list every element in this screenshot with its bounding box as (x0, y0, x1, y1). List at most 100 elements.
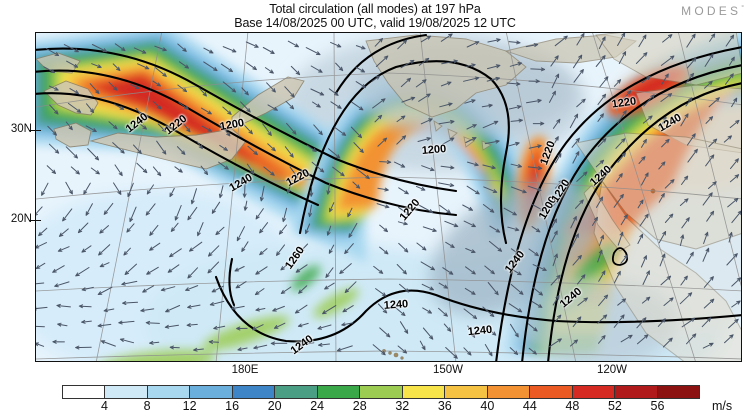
wind-arrow (441, 59, 458, 65)
wind-arrow (635, 52, 648, 64)
wind-arrow (379, 327, 391, 338)
wind-arrow (375, 55, 389, 67)
wind-arrow (308, 204, 312, 218)
colorbar-cell-9[interactable] (445, 386, 488, 398)
wind-arrow (196, 141, 203, 150)
colorbar-cell-7[interactable] (360, 386, 403, 398)
wind-arrow (420, 35, 432, 43)
wind-arrow (570, 233, 579, 249)
wind-arrow (551, 73, 560, 89)
wind-arrow (658, 193, 665, 203)
wind-arrow (99, 262, 110, 268)
colorbar[interactable] (62, 385, 700, 399)
wind-arrow (263, 166, 275, 176)
wind-arrow (555, 153, 562, 164)
wind-arrow (255, 307, 266, 312)
wind-arrow (78, 304, 92, 309)
colorbar-cell-12[interactable] (572, 386, 616, 398)
wind-arrow (640, 255, 647, 268)
wind-arrow (702, 192, 713, 206)
wind-arrow (67, 102, 82, 113)
wind-arrow (81, 286, 94, 292)
wind-arrow (69, 88, 79, 95)
wind-arrow (662, 337, 673, 348)
colorbar-cell-14[interactable] (657, 386, 700, 398)
wind-arrow (661, 73, 669, 85)
wind-arrow (596, 196, 604, 208)
wind-arrow (177, 84, 188, 93)
wind-arrow (570, 216, 577, 229)
wind-arrow (552, 295, 560, 306)
wind-arrow (136, 120, 147, 130)
colorbar-cell-6[interactable] (317, 386, 361, 398)
wind-arrow (47, 125, 57, 136)
wind-arrow (65, 146, 78, 159)
wind-arrow (506, 81, 521, 86)
wind-arrow (681, 317, 696, 328)
wind-arrow (686, 333, 697, 345)
wind-arrow (190, 188, 197, 205)
wind-arrow (398, 242, 409, 253)
colorbar-cell-11[interactable] (530, 386, 573, 398)
wind-arrow (396, 115, 406, 123)
wind-arrow (374, 38, 383, 47)
wind-arrow (259, 222, 269, 234)
wind-arrow (728, 318, 739, 329)
wind-arrow (241, 241, 249, 252)
wind-arrow (140, 308, 155, 313)
colorbar-cell-10[interactable] (487, 386, 531, 398)
colorbar-cell-13[interactable] (615, 386, 658, 398)
colorbar-cell-2[interactable] (147, 386, 191, 398)
colorbar-cell-4[interactable] (232, 386, 276, 398)
wind-arrow (617, 152, 626, 163)
wind-arrow (440, 81, 452, 87)
wind-arrow (481, 103, 493, 108)
colorbar-cell-1[interactable] (105, 386, 148, 398)
wind-arrow (247, 145, 258, 156)
wind-arrow (36, 325, 45, 328)
wind-arrow (532, 286, 543, 296)
wind-arrow (487, 282, 499, 296)
wind-arrow (83, 182, 91, 195)
wind-arrow (680, 113, 689, 127)
map-plot-area[interactable]: 1240 1220 1200 1220 1240 1200 1220 1260 1240 1220… (35, 32, 742, 362)
wind-arrow (298, 285, 308, 294)
wind-arrow (81, 319, 92, 324)
wind-arrow (577, 297, 588, 306)
colorbar-cell-8[interactable] (402, 386, 446, 398)
wind-arrow (335, 62, 344, 72)
wind-arrow (259, 248, 268, 256)
wind-arrow (487, 64, 501, 70)
wind-arrow (306, 144, 317, 152)
wind-arrow (352, 181, 361, 189)
wind-arrow (174, 166, 183, 173)
wind-arrow (729, 56, 735, 66)
wind-arrow (679, 234, 685, 246)
wind-arrow (326, 182, 331, 195)
wind-arrow (465, 266, 476, 275)
wind-arrow (438, 282, 448, 289)
wind-arrow (98, 244, 111, 256)
colorbar-cell-3[interactable] (190, 386, 233, 398)
wind-arrow (510, 323, 519, 338)
wind-arrow (255, 208, 264, 220)
wind-arrow (118, 320, 135, 325)
wind-arrow (100, 340, 116, 347)
wind-arrow (355, 45, 366, 50)
wind-arrow (142, 285, 155, 293)
wind-arrow (149, 224, 159, 236)
wind-arrow (99, 225, 109, 234)
wind-arrow (48, 143, 60, 154)
wind-arrow (399, 283, 410, 293)
wind-arrow (706, 210, 715, 222)
wind-arrow (91, 44, 108, 53)
colorbar-cell-5[interactable] (275, 386, 318, 398)
wind-arrow (342, 305, 354, 313)
wind-arrow (208, 245, 220, 257)
wind-arrow (126, 223, 135, 233)
wind-arrow (252, 324, 264, 331)
colorbar-cell-0[interactable] (63, 386, 106, 398)
contour-label: 1240 (467, 323, 493, 339)
wind-arrow (486, 76, 500, 82)
wind-arrow (185, 285, 199, 291)
